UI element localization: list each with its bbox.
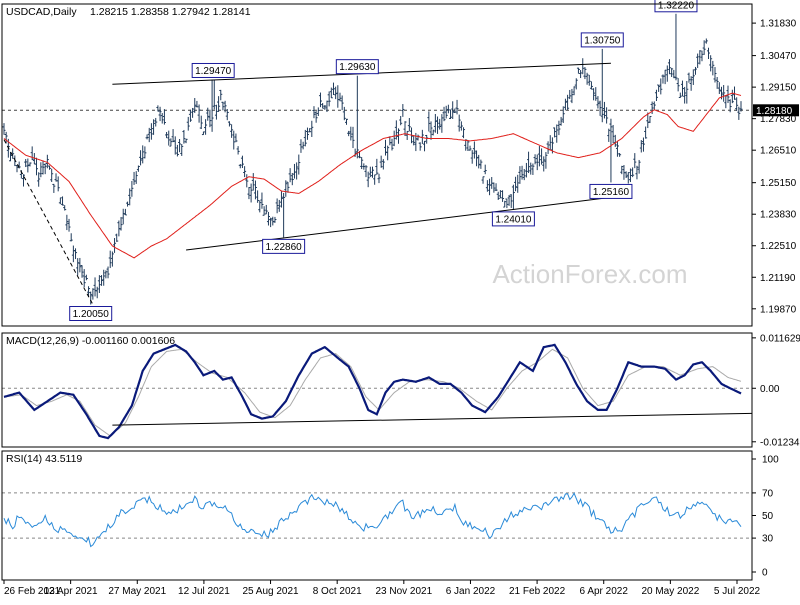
macd-y-tick-label: -0.012348: [760, 437, 800, 448]
price-y-tick-label: 1.25150: [760, 178, 797, 189]
price-level-label: 1.22860: [266, 242, 303, 253]
x-axis-tick-label: 21 Feb 2022: [509, 586, 566, 597]
price-y-tick-label: 1.29150: [760, 83, 797, 94]
x-axis-tick-label: 27 May 2021: [108, 586, 166, 597]
x-axis-tick-label: 13 Apr 2021: [44, 586, 98, 597]
price-level-label: 1.24010: [495, 214, 532, 225]
x-axis-tick-label: 23 Nov 2021: [375, 586, 432, 597]
price-moving-average-line: [3, 92, 742, 259]
watermark: ActionForex.com: [492, 259, 687, 289]
rsi-line: [3, 492, 742, 548]
x-axis-tick-label: 25 Aug 2021: [242, 586, 299, 597]
price-level-label: 1.20050: [73, 309, 110, 320]
macd-trendline: [112, 412, 752, 426]
price-panel-frame: [1, 3, 753, 327]
price-y-tick-label: 1.22510: [760, 241, 797, 252]
macd-panel-frame: [1, 332, 753, 448]
macd-signal-line: [3, 348, 742, 437]
rsi-panel-title: RSI(14) 43.5119: [6, 453, 82, 465]
price-y-tick-label: 1.27830: [760, 114, 797, 125]
x-axis-tick-label: 26 Feb 2021: [4, 586, 61, 597]
macd-y-tick-label: 0.011629: [760, 333, 800, 344]
price-level-label: 1.25160: [593, 187, 630, 198]
price-level-label: 1.30750: [584, 35, 621, 46]
x-axis-tick-label: 8 Oct 2021: [313, 586, 362, 597]
rsi-y-tick-label: 100: [762, 455, 779, 466]
price-trendline: [186, 195, 620, 251]
rsi-y-tick-label: 50: [762, 511, 774, 522]
price-y-tick-label: 1.30470: [760, 51, 797, 62]
price-y-tick-label: 1.19870: [760, 304, 797, 315]
price-level-label-box: [335, 59, 379, 75]
price-level-label-box: [580, 32, 624, 48]
macd-line: [3, 343, 742, 440]
current-price-label: 1.28180: [756, 106, 793, 117]
price-level-label: 1.29630: [339, 62, 376, 73]
price-level-label-box: [589, 183, 633, 199]
x-axis-tick-label: 6 Apr 2022: [580, 586, 629, 597]
current-price-tag: [753, 104, 799, 117]
x-axis-tick-label: 20 May 2022: [641, 586, 699, 597]
x-axis-tick-label: 5 Jul 2022: [714, 586, 761, 597]
price-level-label: 1.32220: [658, 0, 695, 11]
rsi-panel-frame: [1, 450, 753, 581]
price-level-label-box: [69, 306, 113, 322]
x-axis-tick-label: 6 Jan 2022: [446, 586, 496, 597]
price-level-label-box: [262, 238, 306, 254]
price-y-tick-label: 1.31830: [760, 19, 797, 30]
price-level-label-box: [654, 0, 698, 13]
rsi-y-tick-label: 30: [762, 534, 774, 545]
price-y-tick-label: 1.23830: [760, 210, 797, 221]
rsi-y-tick-label: 0: [762, 568, 768, 579]
x-axis-tick-label: 12 Jul 2021: [178, 586, 230, 597]
price-y-tick-label: 1.26510: [760, 146, 797, 157]
macd-panel-title: MACD(12,26,9) -0.001160 0.001606: [6, 335, 175, 347]
price-y-tick-label: 1.21190: [760, 273, 796, 284]
price-level-label-box: [191, 62, 235, 78]
rsi-y-tick-label: 70: [762, 488, 774, 499]
price-panel-ohlc: 1.28215 1.28358 1.27942 1.28141: [90, 6, 251, 18]
price-panel-title: USDCAD,Daily: [6, 6, 77, 18]
macd-y-tick-label: 0.00: [760, 384, 780, 395]
price-level-label-box: [491, 211, 535, 227]
price-dashed-trendline: [3, 139, 94, 305]
price-level-label: 1.29470: [195, 66, 232, 77]
